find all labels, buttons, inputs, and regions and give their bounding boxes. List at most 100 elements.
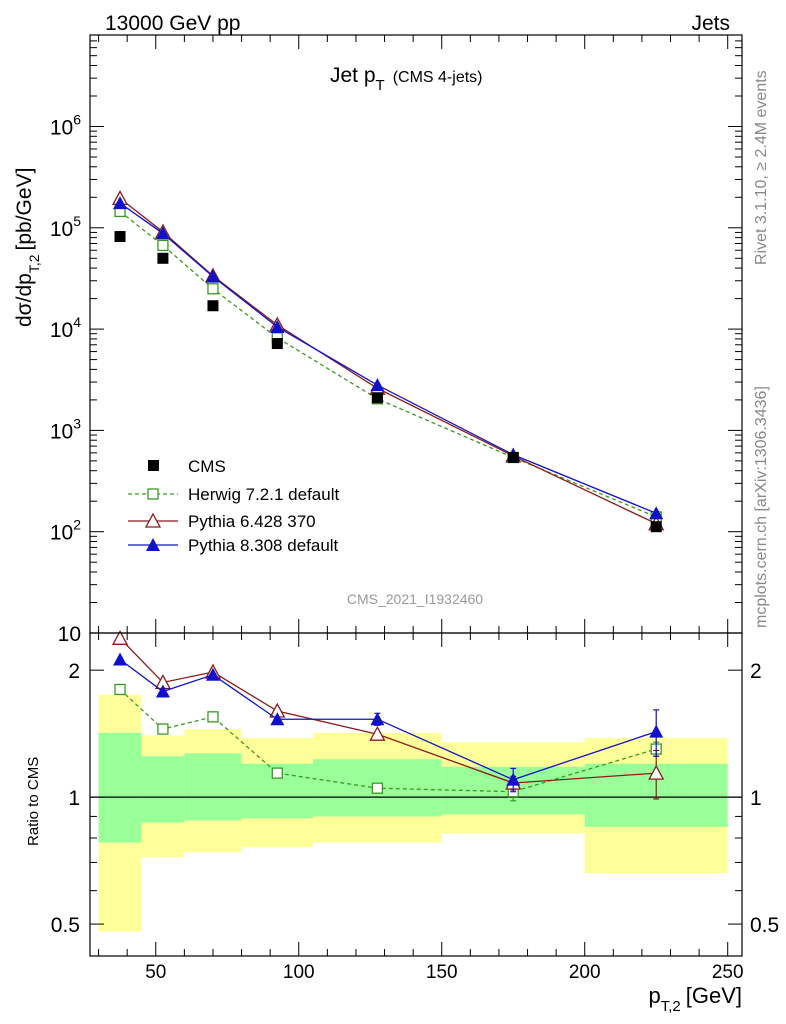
x-tick-label: 200 — [569, 962, 601, 983]
ylabel-sub: T,2 — [26, 254, 42, 273]
main-point-cms — [650, 521, 662, 533]
title-main: Jet p — [330, 64, 376, 87]
main-y-tick-label: 104 — [50, 314, 81, 342]
x-axis-label: pT,2 [GeV] — [648, 983, 742, 1015]
y-tick-exponent: 2 — [73, 517, 81, 533]
main-point-pythia8 — [270, 319, 285, 333]
y-tick-base: 10 — [50, 522, 73, 545]
main-point-pythia8 — [370, 378, 385, 392]
main-ticks — [90, 34, 742, 634]
ratio-panel: 0.5 0.5 1 1 2 2 50 100 150 200 250 Ratio to CMS p… — [25, 629, 779, 1015]
y-tick-base: 10 — [50, 116, 73, 139]
x-tick-label: 50 — [145, 962, 166, 983]
main-point-cms — [114, 231, 126, 243]
energy-label: 13000 GeV pp — [105, 12, 240, 35]
legend-marker-herwig — [147, 488, 159, 500]
main-point-pythia8 — [649, 506, 664, 520]
ratio-point-herwig — [371, 782, 384, 794]
x-tick-label: 150 — [426, 962, 458, 983]
ratio-band-inner — [184, 753, 242, 821]
ratio-point-herwig — [207, 711, 219, 723]
ylabel-unit: [pb/GeV] — [13, 168, 36, 251]
main-y-tick-label: 103 — [50, 415, 81, 443]
ratio-y-tick-label: 1 — [68, 787, 80, 810]
category-label: Jets — [691, 12, 730, 35]
plot-title: Jet pT (CMS 4-jets) — [330, 64, 482, 94]
ratio-y-tick-label-right: 0.5 — [750, 914, 779, 937]
ratio-point-herwig — [271, 767, 283, 779]
ratio-point-pythia6 — [369, 725, 386, 741]
xlabel-main: p — [648, 983, 660, 1008]
legend-label-pythia8: Pythia 8.308 default — [188, 536, 339, 555]
ratio-point-pythia8 — [155, 684, 170, 698]
main-y-tick-label: 10 — [58, 623, 81, 646]
main-y-tick-label: 106 — [50, 111, 81, 139]
ratio-point-pythia6 — [111, 629, 129, 645]
ratio-bands — [90, 694, 742, 932]
ratio-point-pythia8 — [205, 667, 220, 681]
ratio-point-pythia8 — [270, 712, 285, 726]
ratio-y-tick-label: 0.5 — [51, 914, 80, 937]
legend-marker-cms — [148, 460, 159, 471]
ratio-point-herwig — [157, 723, 169, 735]
ratio-point-pythia8 — [649, 724, 664, 738]
ratio-y-tick-label-right: 1 — [750, 787, 762, 810]
y-tick-base: 10 — [58, 623, 81, 646]
ratio-point-herwig — [114, 683, 126, 696]
main-y-tick-label: 105 — [50, 213, 81, 241]
main-point-herwig — [207, 283, 219, 295]
ratio-y-tick-label-right: 2 — [750, 660, 762, 683]
ratio-band-inner — [98, 732, 142, 843]
ratio-x-tick-labels: 50 100 150 200 250 — [145, 962, 743, 983]
x-tick-label: 250 — [712, 962, 744, 983]
main-series — [111, 190, 665, 533]
legend-marker-pythia6 — [144, 512, 162, 528]
ratio-series — [111, 629, 665, 802]
ylabel-main: dσ/dp — [13, 273, 36, 327]
legend: CMS Herwig 7.2.1 default Pythia 6.428 37… — [128, 457, 339, 555]
x-tick-label: 100 — [283, 962, 315, 983]
title-sub: T — [376, 77, 385, 94]
ratio-y-axis-label: Ratio to CMS — [25, 757, 42, 846]
main-point-pythia8 — [113, 196, 128, 210]
main-point-cms — [207, 300, 219, 312]
rivet-version-text: Rivet 3.1.10, ≥ 2.4M events — [753, 70, 770, 265]
y-tick-base: 10 — [50, 319, 73, 342]
ratio-band-inner — [141, 756, 185, 823]
analysis-watermark: CMS_2021_I1932460 — [347, 591, 483, 607]
ratio-ticks — [90, 633, 742, 956]
main-point-pythia8 — [155, 226, 170, 240]
main-point-cms — [507, 452, 519, 464]
main-point-cms — [371, 392, 383, 404]
y-tick-base: 10 — [50, 420, 73, 443]
legend-label-cms: CMS — [188, 457, 226, 476]
ratio-point-pythia6 — [648, 764, 665, 780]
legend-label-pythia6: Pythia 6.428 370 — [188, 512, 316, 531]
mcplots-site-text: mcplots.cern.ch [arXiv:1306.3436] — [753, 386, 770, 628]
ratio-y-tick-labels: 0.5 0.5 1 1 2 2 — [51, 660, 779, 937]
ratio-point-pythia8 — [113, 652, 128, 666]
title-note: (CMS 4-jets) — [393, 69, 483, 86]
y-tick-exponent: 5 — [73, 213, 81, 229]
y-tick-base: 10 — [50, 218, 73, 241]
ratio-point-pythia8 — [370, 712, 385, 726]
y-tick-exponent: 3 — [73, 415, 81, 431]
main-y-tick-label: 102 — [50, 517, 81, 545]
y-tick-exponent: 6 — [73, 111, 81, 127]
xlabel-sub: T,2 — [661, 998, 681, 1015]
main-point-herwig — [157, 239, 169, 252]
main-point-cms — [271, 338, 283, 350]
ratio-y-tick-label: 2 — [68, 660, 80, 683]
xlabel-unit: [GeV] — [686, 983, 742, 1008]
ratio-frame — [89, 632, 743, 957]
ratio-point-pythia8 — [506, 772, 521, 786]
legend-label-herwig: Herwig 7.2.1 default — [188, 485, 339, 504]
main-point-cms — [157, 252, 169, 264]
legend-marker-pythia8 — [146, 538, 160, 551]
main-point-pythia8 — [205, 269, 220, 283]
main-y-axis-label: dσ/dpT,2 [pb/GeV] — [13, 168, 42, 327]
y-tick-exponent: 4 — [73, 314, 81, 330]
